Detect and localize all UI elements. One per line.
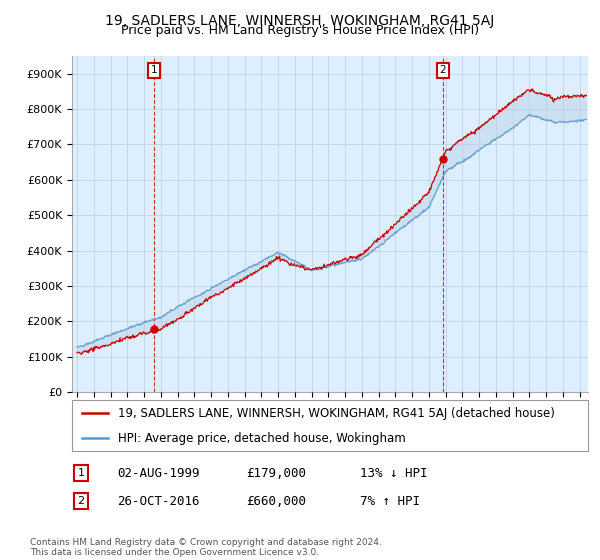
- Text: £179,000: £179,000: [246, 466, 306, 480]
- Text: £660,000: £660,000: [246, 494, 306, 508]
- Text: Price paid vs. HM Land Registry's House Price Index (HPI): Price paid vs. HM Land Registry's House …: [121, 24, 479, 36]
- Text: 26-OCT-2016: 26-OCT-2016: [117, 494, 199, 508]
- Text: 2: 2: [439, 65, 446, 75]
- Text: Contains HM Land Registry data © Crown copyright and database right 2024.
This d: Contains HM Land Registry data © Crown c…: [30, 538, 382, 557]
- Text: 02-AUG-1999: 02-AUG-1999: [117, 466, 199, 480]
- Text: 19, SADLERS LANE, WINNERSH, WOKINGHAM, RG41 5AJ (detached house): 19, SADLERS LANE, WINNERSH, WOKINGHAM, R…: [118, 407, 556, 419]
- Text: 13% ↓ HPI: 13% ↓ HPI: [360, 466, 427, 480]
- Text: 7% ↑ HPI: 7% ↑ HPI: [360, 494, 420, 508]
- Text: 19, SADLERS LANE, WINNERSH, WOKINGHAM, RG41 5AJ: 19, SADLERS LANE, WINNERSH, WOKINGHAM, R…: [106, 14, 494, 28]
- FancyBboxPatch shape: [72, 400, 588, 451]
- Text: HPI: Average price, detached house, Wokingham: HPI: Average price, detached house, Woki…: [118, 432, 406, 445]
- Text: 1: 1: [151, 65, 157, 75]
- Text: 1: 1: [77, 468, 85, 478]
- Text: 2: 2: [77, 496, 85, 506]
